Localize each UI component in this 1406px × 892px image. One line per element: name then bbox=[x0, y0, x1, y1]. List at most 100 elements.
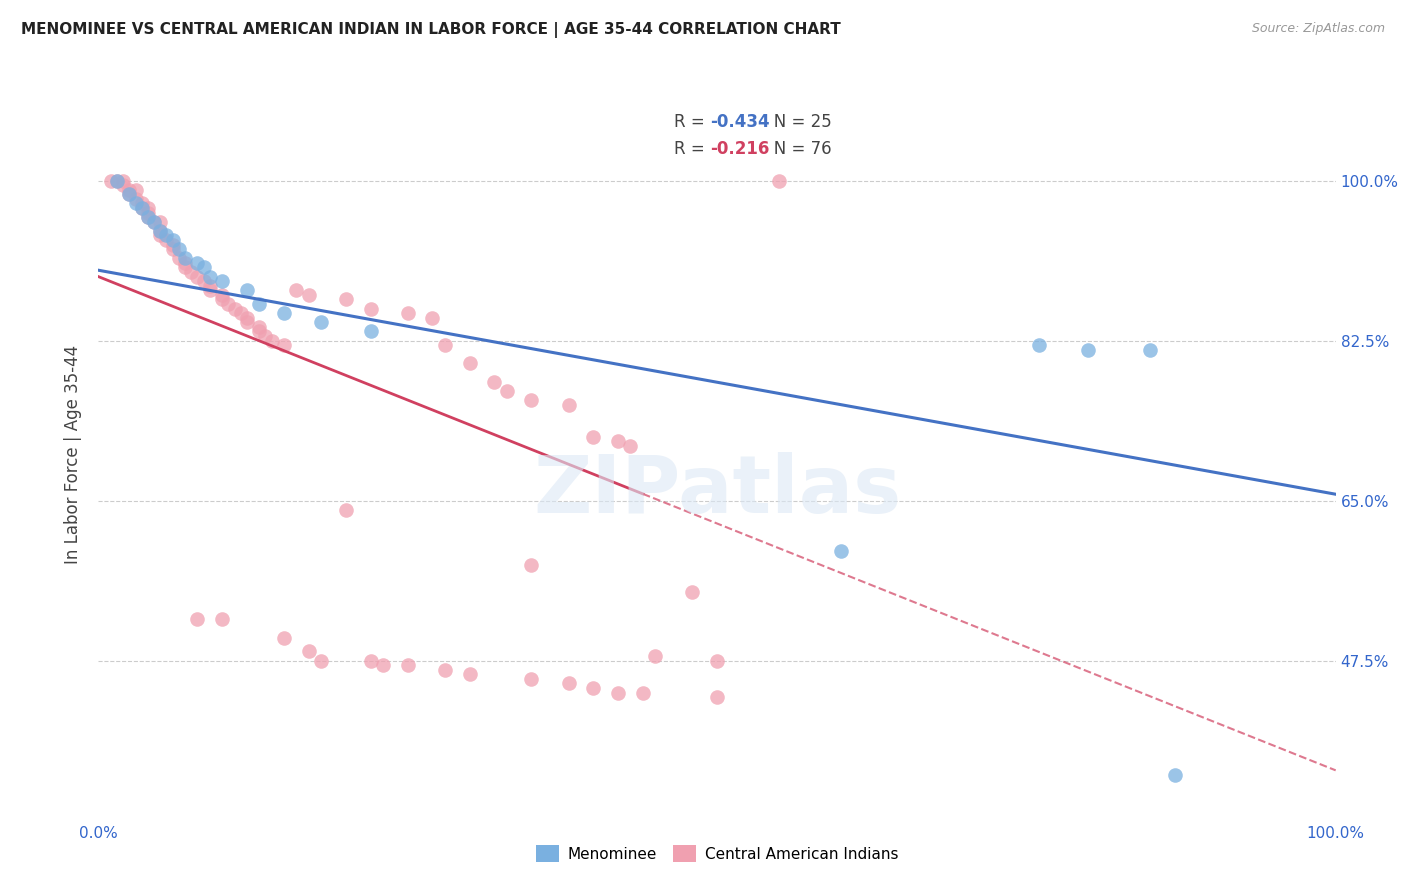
Point bbox=[484, 375, 506, 389]
Point bbox=[162, 237, 184, 252]
Point bbox=[186, 612, 208, 626]
Point bbox=[236, 284, 259, 298]
Point bbox=[619, 439, 641, 453]
Point bbox=[458, 667, 481, 681]
Point bbox=[236, 310, 259, 325]
Point bbox=[180, 265, 202, 279]
Point bbox=[1139, 343, 1161, 357]
Point bbox=[118, 183, 141, 197]
Point bbox=[105, 173, 128, 188]
Point bbox=[706, 690, 728, 705]
Text: R =: R = bbox=[673, 113, 710, 131]
Point bbox=[136, 205, 159, 219]
Point bbox=[124, 183, 146, 197]
Point bbox=[458, 356, 481, 370]
Point bbox=[247, 297, 270, 311]
Point bbox=[211, 293, 233, 307]
Point bbox=[607, 434, 630, 449]
Point bbox=[149, 228, 172, 243]
Point bbox=[186, 269, 208, 284]
Legend: Menominee, Central American Indians: Menominee, Central American Indians bbox=[530, 839, 904, 868]
Text: N = 25: N = 25 bbox=[758, 113, 831, 131]
Point bbox=[335, 503, 357, 517]
Point bbox=[167, 242, 190, 256]
Point bbox=[193, 274, 215, 288]
Point bbox=[768, 173, 790, 188]
Point bbox=[520, 558, 543, 572]
Point bbox=[149, 215, 172, 229]
Text: R =: R = bbox=[673, 140, 710, 158]
Point bbox=[396, 306, 419, 320]
Point bbox=[136, 201, 159, 215]
Point bbox=[495, 384, 517, 398]
Point bbox=[155, 228, 177, 243]
Point bbox=[254, 329, 277, 343]
Text: Source: ZipAtlas.com: Source: ZipAtlas.com bbox=[1251, 22, 1385, 36]
Point bbox=[162, 242, 184, 256]
Point bbox=[309, 315, 332, 329]
Point bbox=[273, 631, 295, 645]
Point bbox=[174, 260, 197, 275]
Point bbox=[198, 269, 221, 284]
Point bbox=[136, 211, 159, 225]
Point bbox=[174, 256, 197, 270]
Point bbox=[557, 676, 579, 690]
Point bbox=[224, 301, 246, 316]
Point bbox=[124, 196, 146, 211]
Point bbox=[247, 325, 270, 339]
Point bbox=[149, 224, 172, 238]
Point bbox=[100, 173, 122, 188]
Point bbox=[1077, 343, 1099, 357]
Point bbox=[371, 658, 394, 673]
Point bbox=[167, 252, 190, 266]
Point bbox=[298, 288, 321, 302]
Point bbox=[309, 654, 332, 668]
Point bbox=[360, 301, 382, 316]
Point bbox=[396, 658, 419, 673]
Point bbox=[105, 173, 128, 188]
Point bbox=[118, 187, 141, 202]
Point bbox=[273, 306, 295, 320]
Point bbox=[1164, 768, 1187, 782]
Point bbox=[285, 284, 308, 298]
Point bbox=[229, 306, 252, 320]
Point bbox=[520, 392, 543, 407]
Point bbox=[112, 173, 135, 188]
Point bbox=[422, 310, 444, 325]
Text: N = 76: N = 76 bbox=[758, 140, 831, 158]
Point bbox=[193, 260, 215, 275]
Text: MENOMINEE VS CENTRAL AMERICAN INDIAN IN LABOR FORCE | AGE 35-44 CORRELATION CHAR: MENOMINEE VS CENTRAL AMERICAN INDIAN IN … bbox=[21, 22, 841, 38]
Point bbox=[186, 256, 208, 270]
Point bbox=[433, 663, 456, 677]
Point bbox=[149, 224, 172, 238]
Point bbox=[198, 278, 221, 293]
Point bbox=[706, 654, 728, 668]
Point bbox=[520, 672, 543, 686]
Point bbox=[217, 297, 239, 311]
Point bbox=[118, 187, 141, 202]
Point bbox=[433, 338, 456, 352]
Point bbox=[582, 430, 605, 444]
Point bbox=[360, 325, 382, 339]
Point bbox=[211, 288, 233, 302]
Point bbox=[607, 685, 630, 699]
Text: -0.216: -0.216 bbox=[710, 140, 769, 158]
Point bbox=[298, 644, 321, 658]
Point bbox=[143, 215, 166, 229]
Point bbox=[198, 284, 221, 298]
Point bbox=[830, 544, 852, 558]
Point bbox=[131, 201, 153, 215]
Point bbox=[131, 201, 153, 215]
Point bbox=[260, 334, 283, 348]
Point bbox=[124, 192, 146, 206]
Point bbox=[360, 654, 382, 668]
Point bbox=[681, 585, 703, 599]
Point bbox=[236, 315, 259, 329]
Point bbox=[136, 211, 159, 225]
Point bbox=[211, 274, 233, 288]
Point bbox=[143, 215, 166, 229]
Point bbox=[335, 293, 357, 307]
Point bbox=[247, 320, 270, 334]
Point bbox=[644, 649, 666, 664]
Text: ZIPatlas: ZIPatlas bbox=[533, 452, 901, 531]
